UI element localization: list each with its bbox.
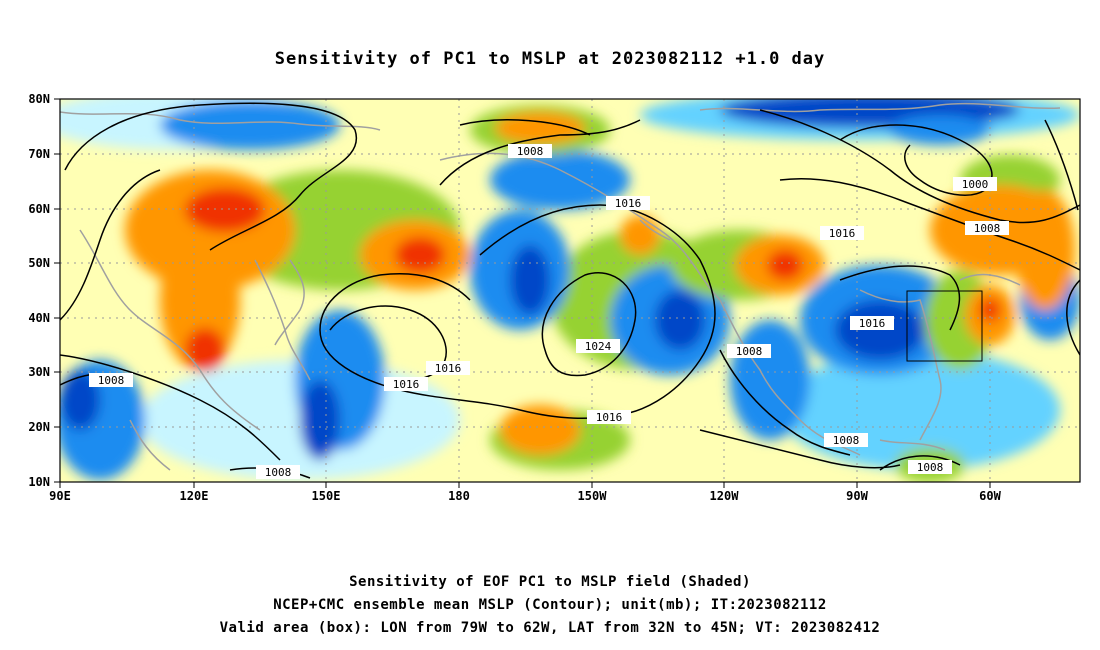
contour-label: 1008: [89, 373, 133, 387]
caption-valid-area: Valid area (box): LON from 79W to 62W, L…: [219, 620, 881, 636]
graticule: [60, 99, 1080, 482]
lon-tick-label: 90W: [846, 489, 868, 503]
svg-text:1016: 1016: [596, 411, 623, 424]
svg-text:1008: 1008: [517, 145, 544, 158]
lat-tick-label: 60N: [28, 202, 50, 216]
contour-label: 1008: [965, 221, 1009, 235]
svg-text:1008: 1008: [974, 222, 1001, 235]
contour-label: 1008: [908, 460, 952, 474]
contour-label: 1008: [508, 144, 552, 158]
plot-frame: [59, 98, 1081, 483]
lon-tick-label: 90E: [49, 489, 71, 503]
svg-text:1024: 1024: [585, 340, 612, 353]
lon-tick-label: 120W: [710, 489, 740, 503]
lat-tick-label: 70N: [28, 147, 50, 161]
contour-label-group: 1008 1016 1016 1000 1008 1024 1016 1016 …: [89, 144, 1009, 479]
caption-contour: NCEP+CMC ensemble mean MSLP (Contour); u…: [273, 597, 827, 613]
contour-label: 1008: [256, 465, 300, 479]
lat-tick-label: 40N: [28, 311, 50, 325]
lon-tick-labels: 90E 120E 150E 180 150W 120W 90W 60W: [49, 489, 1001, 503]
contour-label: 1016: [820, 226, 864, 240]
shaded-sensitivity-field: [60, 99, 1080, 482]
mslp-contours: [60, 102, 1080, 479]
lon-tick-label: 60W: [979, 489, 1001, 503]
svg-text:1016: 1016: [435, 362, 462, 375]
svg-text:1008: 1008: [265, 466, 292, 479]
svg-text:1000: 1000: [962, 178, 989, 191]
contour-label: 1016: [384, 377, 428, 391]
contour-label: 1000: [953, 177, 997, 191]
svg-text:1016: 1016: [393, 378, 420, 391]
contour-label: 1016: [850, 316, 894, 330]
svg-text:1016: 1016: [859, 317, 886, 330]
contour-label: 1016: [587, 410, 631, 424]
map-title: Sensitivity of PC1 to MSLP at 2023082112…: [274, 49, 826, 69]
lon-tick-label: 150E: [312, 489, 341, 503]
contour-label: 1016: [606, 196, 650, 210]
lon-tick-label: 120E: [180, 489, 209, 503]
lat-tick-labels: 80N 70N 60N 50N 40N 30N 20N 10N: [28, 92, 50, 489]
svg-text:1008: 1008: [917, 461, 944, 474]
lat-tick-label: 10N: [28, 475, 50, 489]
svg-text:1016: 1016: [615, 197, 642, 210]
lat-tick-label: 30N: [28, 365, 50, 379]
lat-axis: [54, 98, 60, 483]
caption-shaded: Sensitivity of EOF PC1 to MSLP field (Sh…: [349, 574, 751, 590]
svg-text:1008: 1008: [833, 434, 860, 447]
lat-tick-label: 20N: [28, 420, 50, 434]
contour-label: 1024: [576, 339, 620, 353]
valid-area-box: [906, 290, 983, 362]
contour-label: 1008: [727, 344, 771, 358]
contour-label: 1008: [824, 433, 868, 447]
lon-tick-label: 180: [448, 489, 470, 503]
svg-text:1008: 1008: [736, 345, 763, 358]
lon-axis: [59, 482, 991, 488]
lon-tick-label: 150W: [578, 489, 608, 503]
lat-tick-label: 80N: [28, 92, 50, 106]
svg-text:1008: 1008: [98, 374, 125, 387]
lat-tick-label: 50N: [28, 256, 50, 270]
svg-text:1016: 1016: [829, 227, 856, 240]
contour-label: 1016: [426, 361, 470, 375]
